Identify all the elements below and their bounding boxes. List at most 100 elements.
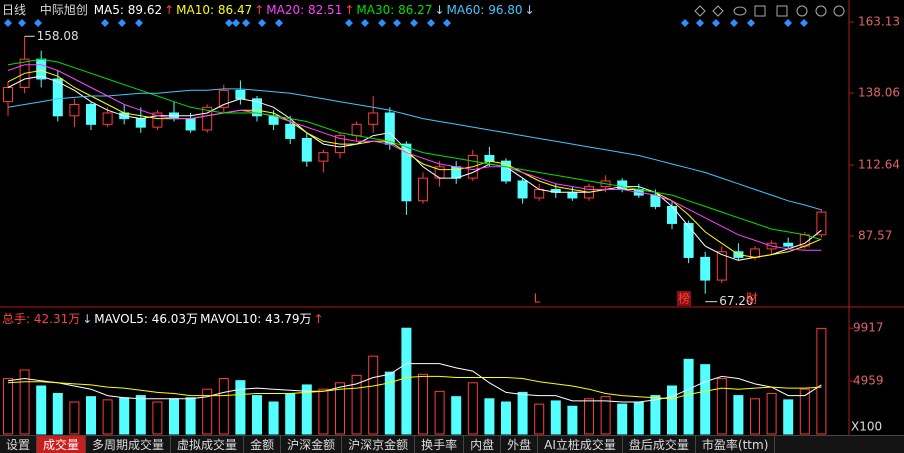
indicator-tab[interactable]: 成交量 (37, 436, 87, 453)
event-label: L (534, 292, 541, 306)
volume-bar (335, 382, 345, 435)
volume-bar (351, 374, 362, 435)
candle-body (285, 123, 296, 139)
event-marker (225, 19, 233, 27)
volume-bar (700, 364, 711, 435)
event-marker (242, 19, 250, 27)
event-marker (393, 19, 401, 27)
trend-arrow: ↓ (524, 3, 535, 17)
event-marker (4, 19, 12, 27)
icon-edit[interactable] (776, 5, 788, 17)
trend-arrow: ↑ (254, 3, 265, 17)
event-marker (747, 19, 755, 27)
volume-bar (799, 388, 810, 435)
candle-body (567, 191, 578, 199)
indicator-tab[interactable]: 换手率 (415, 436, 465, 453)
volume-bar (19, 369, 30, 435)
icon-lock[interactable] (754, 5, 766, 17)
y-tick-label: 4959 (853, 374, 884, 388)
legend-entry: MA10: 86.47 (176, 3, 253, 17)
volume-bar (36, 385, 47, 435)
event-marker (681, 19, 689, 27)
volume-bar (683, 358, 694, 435)
ma-line (7, 88, 822, 211)
volume-bar (434, 390, 445, 435)
candle-body (301, 137, 312, 162)
indicator-tab[interactable]: 内盘 (464, 436, 502, 453)
icon-prev[interactable] (694, 5, 706, 17)
volume-bar (600, 396, 611, 435)
y-tick-label: 163.13 (858, 14, 900, 28)
icon-eye[interactable] (733, 6, 747, 16)
event-marker (361, 19, 369, 27)
candle-body (816, 211, 827, 236)
volume-bar (185, 397, 196, 435)
volume-bar (550, 400, 561, 435)
indicator-tab[interactable]: AI立桩成交量 (538, 436, 623, 453)
ma-line (7, 58, 822, 241)
high-label: 158.08 (37, 29, 79, 43)
candle-body (152, 112, 163, 128)
candle-body (716, 251, 727, 281)
volume-bar (235, 380, 246, 435)
volume-bar (401, 327, 412, 435)
volume-legend: 总手: 42.31万 ↓ MAVOL5: 46.03万 MAVOL10: 43.79万… (2, 311, 326, 327)
indicator-tab[interactable]: 金额 (244, 436, 282, 453)
indicator-tab[interactable]: 沪深金额 (281, 436, 343, 453)
candle-body (401, 143, 412, 202)
volume-bar (467, 382, 478, 435)
trend-arrow: ↓ (434, 3, 445, 17)
mavol-line (7, 363, 822, 403)
event-marker (258, 19, 266, 27)
volume-bar (501, 401, 511, 435)
event-marker (345, 19, 353, 27)
volume-bar (716, 378, 727, 435)
event-marker (232, 19, 240, 27)
icon-zoom-out[interactable] (833, 5, 845, 17)
indicator-tab[interactable]: 虚拟成交量 (171, 436, 245, 453)
volume-bar (667, 385, 677, 435)
event-marker (18, 19, 26, 27)
event-marker (378, 19, 386, 27)
y-tick-label: 87.57 (858, 228, 892, 242)
trend-arrow: ↑ (313, 312, 324, 326)
event-marker (696, 19, 704, 27)
icon-settings[interactable] (796, 5, 808, 17)
trend-arrow: ↓ (82, 312, 93, 326)
candle-body (86, 103, 96, 125)
candle-body (517, 180, 528, 199)
volume-bar (285, 392, 296, 435)
volume-bar (301, 384, 312, 435)
candle-body (617, 180, 628, 190)
event-marker (410, 19, 418, 27)
toolbar-icons[interactable] (694, 5, 845, 17)
candle-body (135, 118, 146, 128)
candle-body (3, 86, 13, 103)
indicator-tab[interactable]: 设置 (0, 436, 38, 453)
icon-zoom-in[interactable] (815, 5, 827, 17)
volume-bar (783, 399, 794, 435)
indicator-tab[interactable]: 市盈率(ttm) (696, 436, 776, 453)
event-marker (427, 19, 435, 27)
event-marker (101, 19, 109, 27)
legend-entry: MA30: 86.27 (356, 3, 433, 17)
y-tick-label: 9917 (853, 321, 884, 335)
event-marker (800, 19, 808, 27)
indicator-tab[interactable]: 沪深京金额 (342, 436, 416, 453)
indicator-tab[interactable]: 外盘 (501, 436, 539, 453)
volume-bar (268, 401, 279, 435)
indicator-tabs: 设置 成交量 多周期成交量 虚拟成交量 金额 沪深金额 沪深京金额 换手率 内盘 外盘 AI立桩成交… (0, 435, 904, 453)
indicator-tab[interactable]: 多周期成交量 (86, 436, 172, 453)
candle-body (102, 112, 113, 125)
legend-entry: MA5: 89.62 (93, 3, 163, 17)
indicator-tab[interactable]: 盘后成交量 (623, 436, 696, 453)
volume-bar (650, 395, 661, 435)
icon-next[interactable] (712, 5, 724, 17)
volume-bar (69, 401, 80, 435)
candle-body (534, 188, 545, 199)
ma-line (7, 64, 822, 251)
candle-body (700, 256, 711, 281)
y-tick-label: 112.64 (858, 157, 900, 171)
volume-bar (169, 398, 179, 435)
